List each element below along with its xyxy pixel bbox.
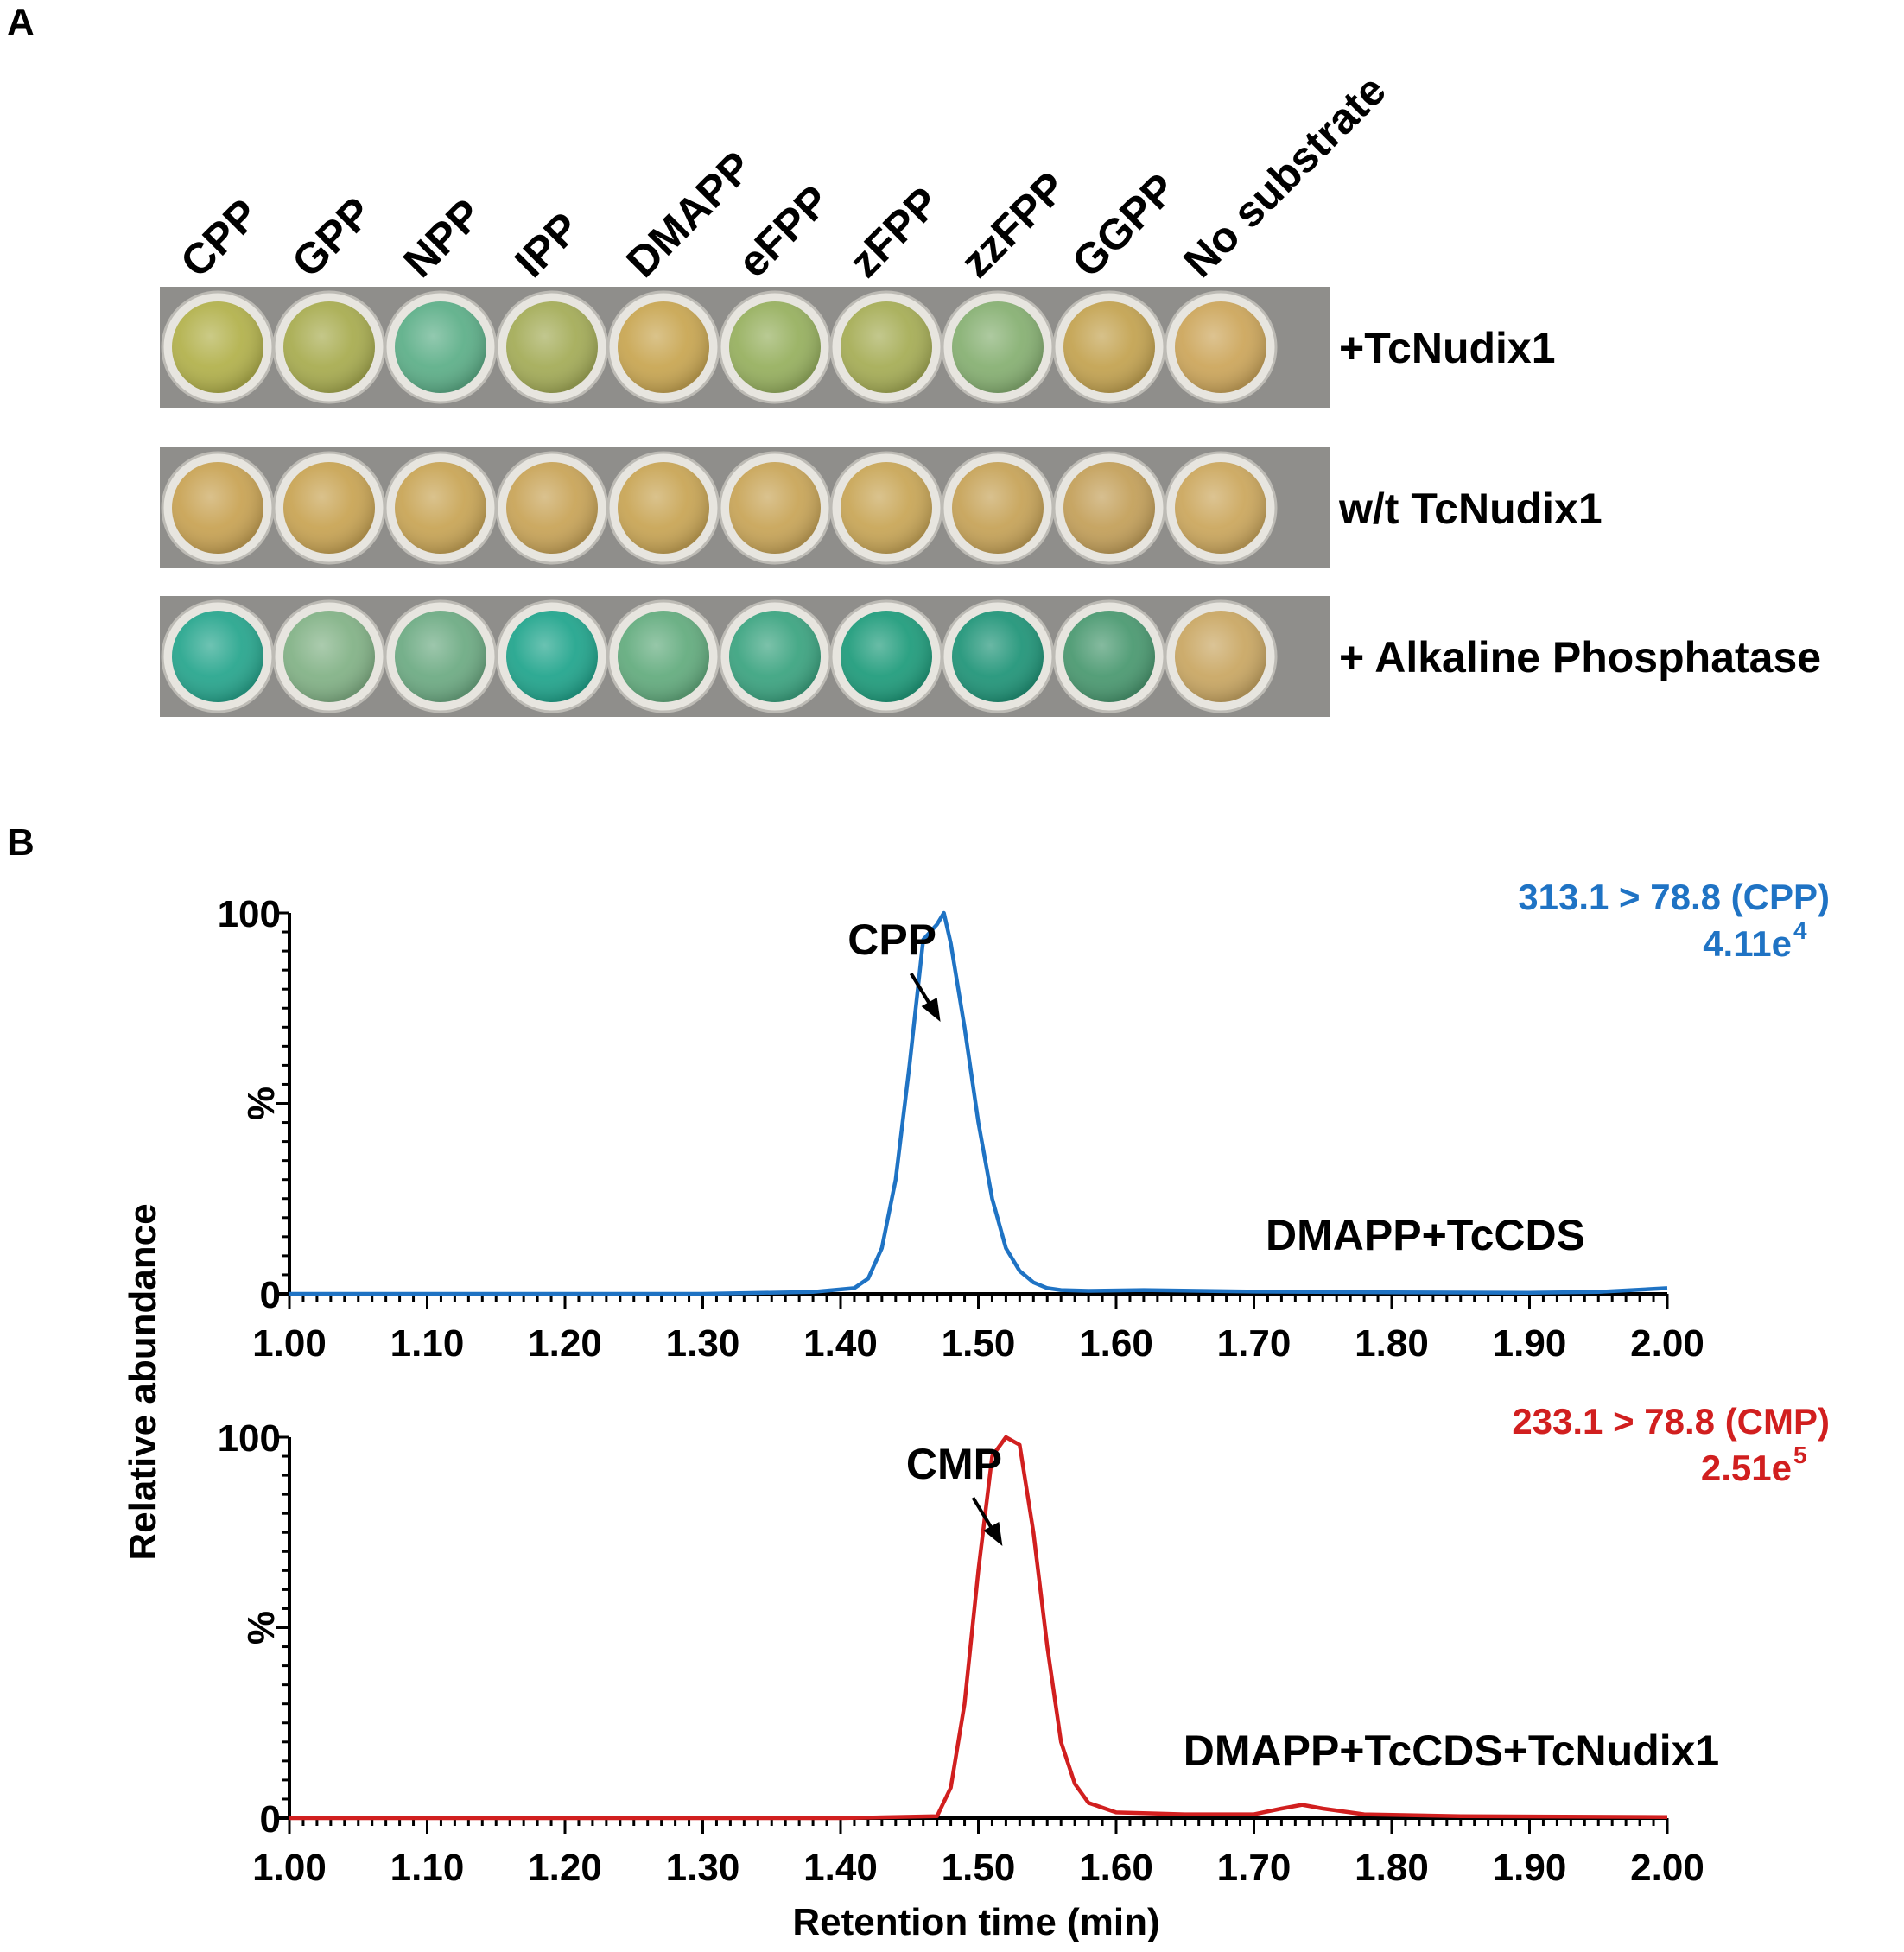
- x-tick-label: 1.50: [942, 1847, 1016, 1889]
- well-shine: [1063, 611, 1155, 702]
- x-tick-label: 1.30: [666, 1322, 740, 1365]
- well-shine: [1063, 462, 1155, 554]
- column-label: GGPP: [1063, 164, 1185, 287]
- x-tick-label: 1.10: [390, 1322, 465, 1365]
- chromatogram-cpp: 1.00 1.10 1.20 1.30 1.40 1.50 1.60 1.70 1.80 1.90…: [218, 877, 1830, 1365]
- well-shine: [952, 301, 1044, 393]
- well-shine: [395, 462, 486, 554]
- x-tick-label: 1.90: [1493, 1322, 1567, 1365]
- x-tick-label: 1.70: [1217, 1322, 1292, 1365]
- x-tick-label: 1.60: [1079, 1847, 1153, 1889]
- column-label: zzFPP: [951, 162, 1076, 287]
- well-shine: [1175, 611, 1266, 702]
- y-axis-label: %: [240, 1087, 282, 1120]
- peak-label: CMP: [906, 1440, 1002, 1488]
- transition-label: 233.1 > 78.8 (CMP): [1512, 1401, 1830, 1442]
- x-tick-label: 1.10: [390, 1847, 465, 1889]
- chromatogram-cmp: 1.00 1.10 1.20 1.30 1.40 1.50 1.60 1.70 1.80 1.90…: [218, 1401, 1830, 1889]
- well-shine: [618, 301, 709, 393]
- plate-row: w/t TcNudix1: [160, 447, 1603, 568]
- plate-row: + Alkaline Phosphatase: [160, 596, 1821, 717]
- series-label: DMAPP+TcCDS+TcNudix1: [1184, 1727, 1720, 1775]
- well-shine: [506, 611, 598, 702]
- well-shine: [618, 611, 709, 702]
- row-label: +TcNudix1: [1339, 324, 1556, 372]
- y-axis-label: %: [240, 1611, 282, 1645]
- well-shine: [841, 462, 932, 554]
- well-shine: [841, 301, 932, 393]
- row-label: w/t TcNudix1: [1338, 485, 1603, 533]
- intensity-exponent: 4: [1793, 917, 1807, 944]
- well-shine: [283, 301, 375, 393]
- x-tick-label: 1.80: [1355, 1322, 1429, 1365]
- x-tick-label: 2.00: [1630, 1322, 1704, 1365]
- row-label: + Alkaline Phosphatase: [1339, 633, 1821, 681]
- y-axis-title: Relative abundance: [122, 1203, 164, 1560]
- column-label: IPP: [505, 203, 589, 287]
- well-shine: [172, 301, 263, 393]
- panel-b-label: B: [7, 821, 35, 864]
- well-shine: [729, 301, 821, 393]
- well-shine: [172, 462, 263, 554]
- well-shine: [283, 462, 375, 554]
- well-shine: [1063, 301, 1155, 393]
- x-tick-label: 1.80: [1355, 1847, 1429, 1889]
- panel-a-label: A: [7, 1, 35, 43]
- x-tick-label: 1.60: [1079, 1322, 1153, 1365]
- column-label: No substrate: [1174, 66, 1395, 287]
- x-tick-label: 1.90: [1493, 1847, 1567, 1889]
- x-tick-label: 1.00: [252, 1322, 327, 1365]
- x-axis-title: Retention time (min): [792, 1901, 1159, 1943]
- peak-label: CPP: [847, 916, 936, 964]
- well-shine: [952, 462, 1044, 554]
- well-shine: [506, 301, 598, 393]
- well-shine: [729, 611, 821, 702]
- well-shine: [172, 611, 263, 702]
- well-shine: [395, 611, 486, 702]
- intensity-exponent: 5: [1793, 1442, 1807, 1468]
- series-label: DMAPP+TcCDS: [1266, 1211, 1585, 1259]
- well-shine: [1175, 462, 1266, 554]
- plate-row: +TcNudix1: [160, 287, 1556, 408]
- well-shine: [618, 462, 709, 554]
- x-tick-label: 1.30: [666, 1847, 740, 1889]
- y-tick-label: 100: [218, 893, 281, 935]
- well-shine: [506, 462, 598, 554]
- y-tick-label: 0: [260, 1798, 281, 1841]
- well-shine: [1175, 301, 1266, 393]
- trace: [289, 910, 1668, 1296]
- column-label: NPP: [394, 189, 491, 286]
- well-shine: [395, 301, 486, 393]
- peak-arrowhead: [921, 998, 941, 1022]
- x-tick-label: 1.20: [528, 1322, 602, 1365]
- x-tick-label: 1.00: [252, 1847, 327, 1889]
- x-tick-label: 1.20: [528, 1847, 602, 1889]
- intensity-label: 2.51e: [1701, 1448, 1792, 1488]
- well-shine: [283, 611, 375, 702]
- y-tick-label: 100: [218, 1417, 281, 1460]
- column-label: GPP: [282, 188, 381, 287]
- peak-arrowhead: [983, 1522, 1003, 1546]
- column-label: CPP: [171, 189, 268, 286]
- column-label: zFPP: [840, 178, 949, 287]
- y-tick-label: 0: [260, 1274, 281, 1316]
- transition-label: 313.1 > 78.8 (CPP): [1518, 877, 1830, 917]
- well-shine: [841, 611, 932, 702]
- trace: [289, 1435, 1668, 1821]
- x-tick-label: 1.70: [1217, 1847, 1292, 1889]
- x-tick-label: 1.40: [803, 1322, 878, 1365]
- x-tick-label: 2.00: [1630, 1847, 1704, 1889]
- x-tick-label: 1.50: [942, 1322, 1016, 1365]
- well-shine: [952, 611, 1044, 702]
- plate-rows: +TcNudix1 w/t TcNudix1 + Alkaline Phosphat…: [160, 287, 1821, 717]
- intensity-label: 4.11e: [1703, 923, 1792, 964]
- x-tick-label: 1.40: [803, 1847, 878, 1889]
- well-shine: [729, 462, 821, 554]
